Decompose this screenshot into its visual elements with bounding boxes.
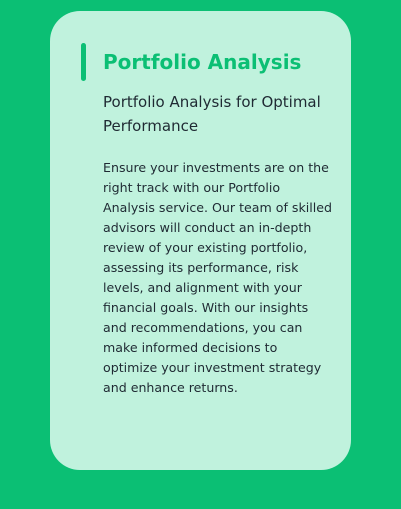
- card-title: Portfolio Analysis: [103, 50, 302, 74]
- service-card: Portfolio Analysis Portfolio Analysis fo…: [50, 11, 351, 470]
- card-subtitle: Portfolio Analysis for Optimal Performan…: [103, 93, 321, 135]
- card-description: Ensure your investments are on the right…: [103, 160, 332, 395]
- title-accent-bar: [81, 43, 86, 81]
